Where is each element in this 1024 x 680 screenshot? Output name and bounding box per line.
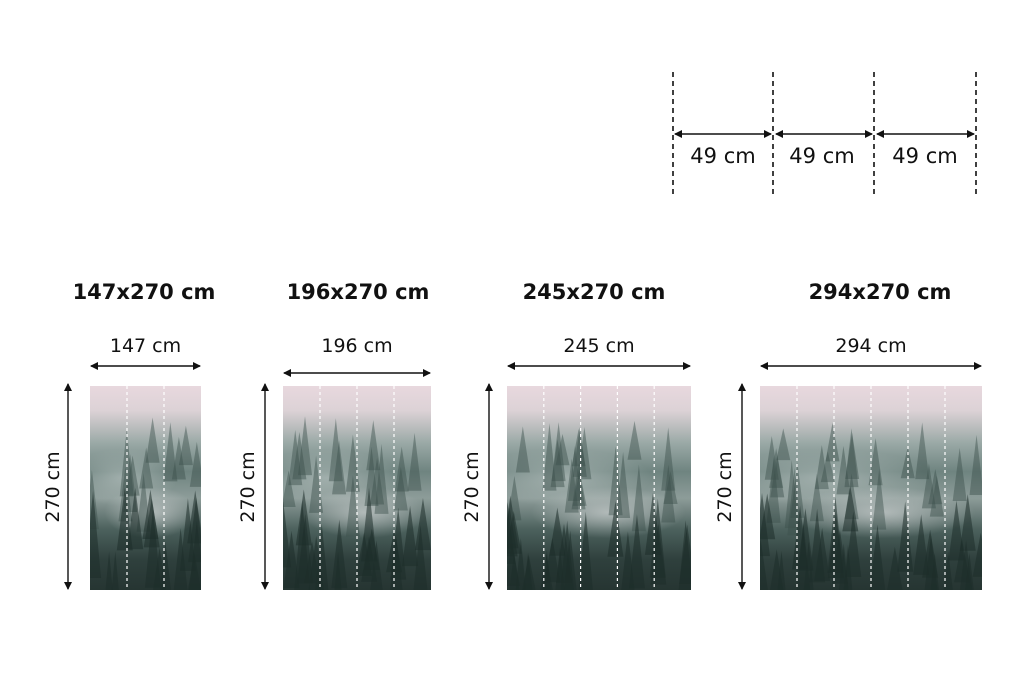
- segment-width-label-2: 49 cm: [789, 144, 855, 168]
- size-option-title: 147x270 cm: [72, 280, 216, 304]
- size-option-title: 245x270 cm: [522, 280, 666, 304]
- width-label: 245 cm: [563, 335, 635, 357]
- forest-wallpaper-preview: [90, 386, 201, 590]
- forest-wallpaper-preview: [507, 386, 691, 590]
- width-label: 196 cm: [321, 335, 393, 357]
- height-label: 270 cm: [461, 451, 483, 523]
- width-label: 294 cm: [835, 335, 907, 357]
- width-label: 147 cm: [109, 335, 182, 357]
- size-option-title: 196x270 cm: [286, 280, 430, 304]
- forest-wallpaper-preview: [283, 386, 431, 590]
- height-label: 270 cm: [237, 451, 259, 523]
- height-label: 270 cm: [42, 451, 64, 523]
- forest-wallpaper-preview: [760, 386, 982, 590]
- height-label: 270 cm: [714, 451, 736, 523]
- segment-width-label-1: 49 cm: [690, 144, 756, 168]
- segment-width-label-3: 49 cm: [892, 144, 958, 168]
- size-option-title: 294x270 cm: [808, 280, 952, 304]
